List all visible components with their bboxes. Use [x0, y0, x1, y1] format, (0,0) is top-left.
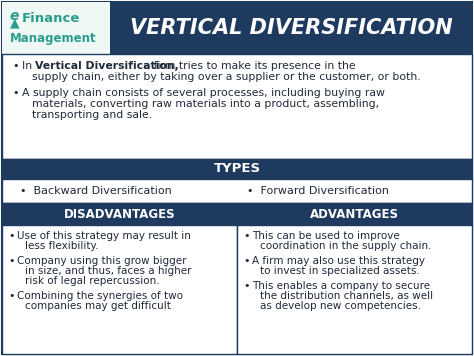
Text: Use of this strategy may result in: Use of this strategy may result in: [17, 231, 191, 241]
Bar: [110, 2, 472, 54]
Text: Finance: Finance: [22, 12, 81, 25]
Text: less flexibility.: less flexibility.: [25, 241, 99, 251]
Text: •: •: [8, 231, 15, 241]
Bar: [2, 159, 472, 179]
Text: ADVANTAGES: ADVANTAGES: [310, 208, 399, 220]
Text: •  Backward Diversification: • Backward Diversification: [20, 186, 172, 196]
Text: Vertical Diversification,: Vertical Diversification,: [35, 61, 179, 71]
Bar: [2, 179, 472, 203]
Text: a firm tries to make its presence in the: a firm tries to make its presence in the: [140, 61, 356, 71]
Text: This can be used to improve: This can be used to improve: [252, 231, 400, 241]
Text: transporting and sale.: transporting and sale.: [32, 110, 152, 120]
Text: This enables a company to secure: This enables a company to secure: [252, 281, 430, 291]
Text: A supply chain consists of several processes, including buying raw: A supply chain consists of several proce…: [22, 88, 385, 98]
Text: Company using this grow bigger: Company using this grow bigger: [17, 256, 186, 266]
Text: In: In: [22, 61, 36, 71]
Text: •: •: [8, 291, 15, 301]
Text: •  Forward Diversification: • Forward Diversification: [247, 186, 389, 196]
Text: TYPES: TYPES: [213, 162, 261, 176]
Text: supply chain, either by taking over a supplier or the customer, or both.: supply chain, either by taking over a su…: [32, 72, 420, 82]
Text: companies may get difficult: companies may get difficult: [25, 301, 171, 311]
Text: e: e: [10, 9, 19, 23]
Bar: [2, 54, 472, 159]
Text: materials, converting raw materials into a product, assembling,: materials, converting raw materials into…: [32, 99, 379, 109]
Text: •: •: [243, 231, 249, 241]
Text: •: •: [12, 61, 18, 71]
Text: A firm may also use this strategy: A firm may also use this strategy: [252, 256, 425, 266]
Text: •: •: [8, 256, 15, 266]
Text: coordination in the supply chain.: coordination in the supply chain.: [260, 241, 431, 251]
Text: as develop new competencies.: as develop new competencies.: [260, 301, 421, 311]
Text: VERTICAL DIVERSIFICATION: VERTICAL DIVERSIFICATION: [129, 18, 452, 38]
Bar: [237, 203, 472, 225]
Text: the distribution channels, as well: the distribution channels, as well: [260, 291, 433, 301]
Text: in size, and thus, faces a higher: in size, and thus, faces a higher: [25, 266, 191, 276]
Text: •: •: [12, 88, 18, 98]
Text: risk of legal repercussion.: risk of legal repercussion.: [25, 276, 160, 286]
Bar: [2, 2, 110, 54]
Text: Combining the synergies of two: Combining the synergies of two: [17, 291, 183, 301]
Text: Management: Management: [10, 32, 97, 45]
Text: •: •: [243, 281, 249, 291]
Bar: [237, 225, 472, 354]
Text: to invest in specialized assets.: to invest in specialized assets.: [260, 266, 420, 276]
Text: ▲: ▲: [10, 16, 19, 29]
Text: DISADVANTAGES: DISADVANTAGES: [64, 208, 175, 220]
Text: •: •: [243, 256, 249, 266]
Bar: [2, 203, 237, 225]
Bar: [2, 225, 237, 354]
